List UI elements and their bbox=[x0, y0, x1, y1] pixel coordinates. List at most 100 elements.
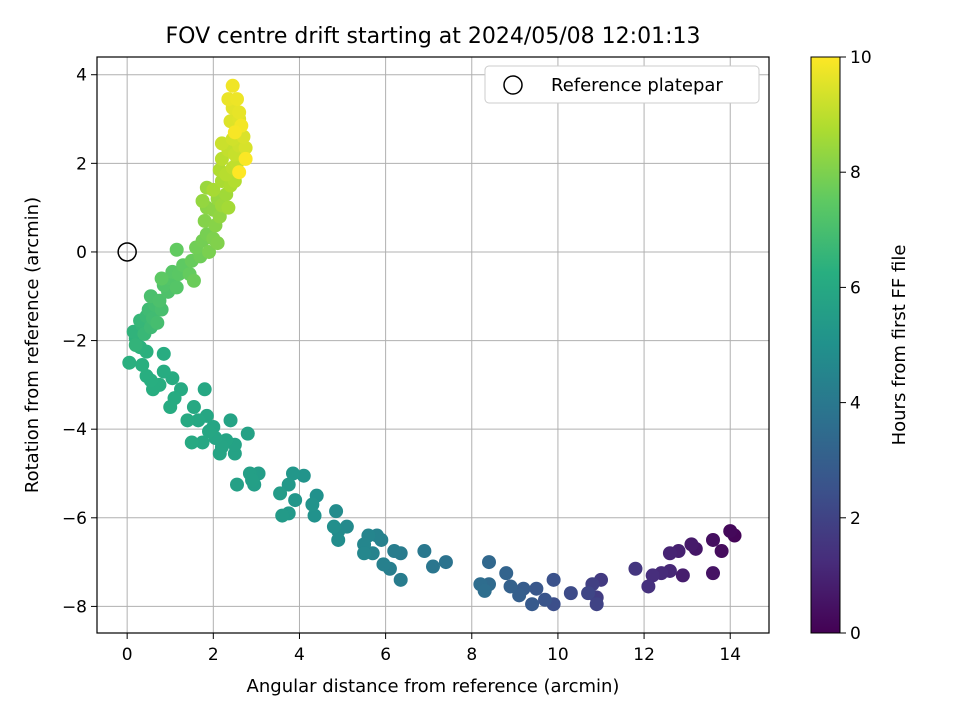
y-tick-label: 0 bbox=[76, 243, 87, 263]
colorbar-tick-label: 10 bbox=[850, 48, 872, 68]
data-point bbox=[139, 369, 154, 384]
data-point bbox=[238, 151, 253, 166]
data-point bbox=[675, 568, 690, 583]
x-tick-label: 2 bbox=[208, 645, 219, 665]
chart-title: FOV centre drift starting at 2024/05/08 … bbox=[166, 24, 701, 49]
data-point bbox=[210, 236, 225, 251]
data-point bbox=[197, 382, 212, 397]
data-point bbox=[706, 566, 720, 581]
x-tick-label: 0 bbox=[122, 645, 133, 665]
data-point bbox=[186, 273, 201, 288]
data-point bbox=[275, 508, 290, 523]
data-point bbox=[212, 209, 227, 224]
data-point bbox=[180, 413, 195, 428]
data-point bbox=[240, 426, 255, 441]
data-point bbox=[195, 435, 210, 450]
data-point bbox=[122, 355, 137, 370]
colorbar-tick-label: 4 bbox=[850, 394, 861, 414]
data-point bbox=[329, 504, 344, 519]
data-point bbox=[477, 583, 492, 598]
data-point bbox=[417, 544, 432, 559]
data-point bbox=[154, 271, 169, 286]
data-point bbox=[169, 280, 184, 295]
data-point bbox=[232, 165, 247, 180]
colorbar-label: Hours from first FF file bbox=[889, 245, 910, 446]
legend-entry-reference-platepar: Reference platepar bbox=[551, 75, 723, 96]
x-tick-label: 10 bbox=[547, 645, 569, 665]
x-axis-ticks: 0 2 4 6 8 10 12 14 bbox=[122, 633, 741, 665]
colorbar-tick-label: 6 bbox=[850, 278, 861, 298]
data-point bbox=[714, 544, 729, 559]
data-point bbox=[186, 400, 201, 415]
data-point bbox=[512, 588, 527, 603]
data-point bbox=[563, 586, 578, 601]
colorbar: 0 2 4 6 8 10 Hours from first FF file bbox=[810, 48, 910, 644]
data-point bbox=[387, 544, 402, 559]
data-point bbox=[307, 508, 322, 523]
data-point bbox=[150, 315, 165, 330]
data-point bbox=[581, 586, 596, 601]
data-point bbox=[225, 78, 240, 93]
data-point bbox=[245, 473, 260, 488]
data-point bbox=[288, 493, 303, 508]
data-point bbox=[212, 446, 227, 461]
x-tick-label: 6 bbox=[380, 645, 391, 665]
data-point bbox=[286, 466, 300, 481]
colorbar-tick-label: 0 bbox=[850, 624, 861, 644]
data-point bbox=[273, 486, 288, 501]
data-point bbox=[376, 557, 391, 572]
data-point bbox=[438, 555, 453, 570]
data-point bbox=[281, 477, 296, 492]
data-point bbox=[525, 597, 540, 612]
data-point bbox=[357, 546, 372, 561]
data-point bbox=[202, 424, 216, 439]
x-tick-label: 8 bbox=[466, 645, 477, 665]
data-point bbox=[195, 194, 210, 208]
data-point bbox=[223, 413, 238, 428]
legend: Reference platepar bbox=[484, 65, 760, 104]
data-point bbox=[230, 477, 244, 492]
data-point bbox=[238, 140, 253, 155]
reference-platepar-marker bbox=[117, 242, 137, 262]
colorbar-tick-label: 2 bbox=[850, 509, 861, 529]
data-point bbox=[503, 579, 518, 594]
data-point bbox=[645, 568, 660, 583]
y-tick-label: −8 bbox=[62, 597, 87, 617]
data-point bbox=[331, 532, 346, 547]
plot-area-frame bbox=[96, 56, 770, 634]
data-point bbox=[163, 400, 178, 415]
y-tick-label: −6 bbox=[62, 509, 87, 529]
x-axis-label: Angular distance from reference (arcmin) bbox=[247, 676, 620, 697]
y-tick-label: 2 bbox=[76, 154, 87, 174]
data-point bbox=[706, 532, 720, 547]
data-point bbox=[135, 357, 150, 372]
x-tick-label: 14 bbox=[719, 645, 741, 665]
data-point bbox=[197, 213, 212, 228]
data-point bbox=[426, 559, 440, 574]
data-point bbox=[184, 435, 199, 450]
colorbar-tick-label: 8 bbox=[850, 163, 861, 183]
data-point bbox=[589, 597, 604, 612]
legend-reference-marker bbox=[503, 75, 523, 95]
data-point bbox=[305, 497, 320, 512]
data-point bbox=[202, 244, 216, 259]
data-point bbox=[214, 136, 229, 151]
data-point bbox=[628, 561, 643, 576]
x-tick-label: 12 bbox=[633, 645, 655, 665]
y-axis-ticks: −8 −6 −4 −2 0 2 4 bbox=[62, 66, 97, 617]
data-point bbox=[546, 572, 561, 587]
colorbar-ticks: 0 2 4 6 8 10 bbox=[840, 48, 872, 644]
data-point bbox=[538, 592, 552, 607]
data-point bbox=[169, 242, 184, 257]
data-points bbox=[122, 78, 742, 612]
data-point bbox=[206, 182, 221, 197]
data-point bbox=[227, 125, 242, 140]
data-point bbox=[662, 546, 677, 561]
x-tick-label: 4 bbox=[294, 645, 305, 665]
data-point bbox=[156, 364, 171, 379]
data-point bbox=[684, 537, 699, 552]
data-point bbox=[393, 572, 408, 587]
y-tick-label: −2 bbox=[62, 332, 87, 352]
data-point bbox=[499, 566, 514, 581]
